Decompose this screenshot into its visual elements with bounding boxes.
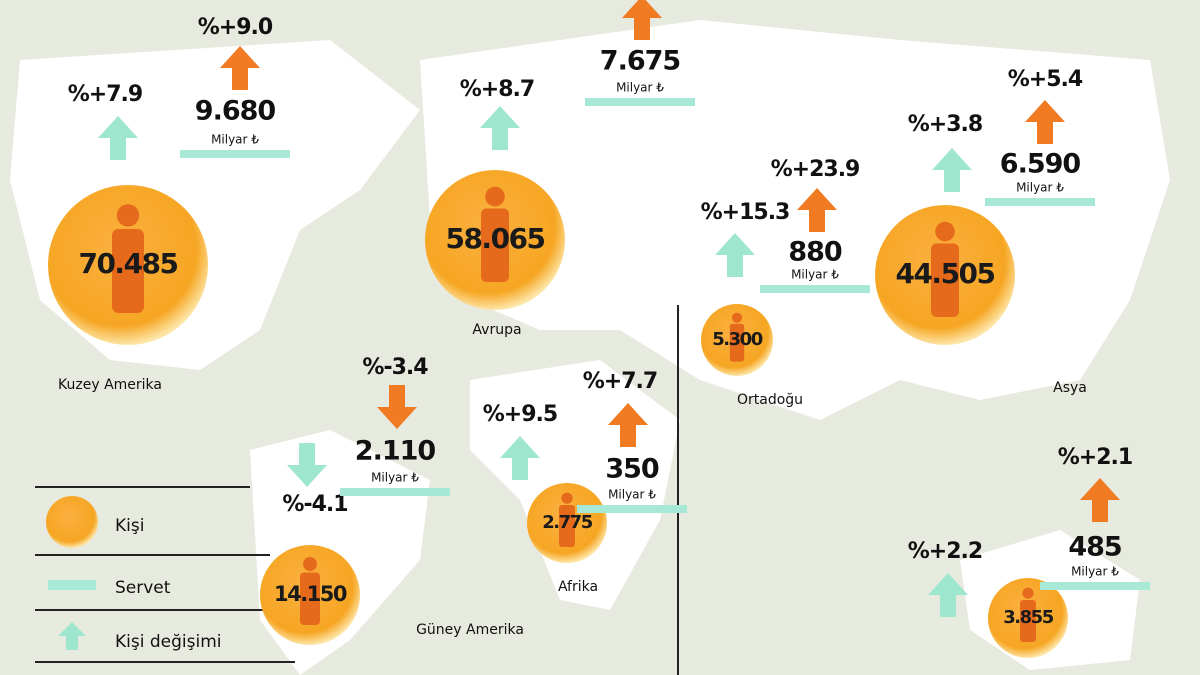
wealth-unit: Milyar ₺ (211, 133, 259, 147)
legend-label: Kişi (115, 516, 144, 536)
region-people: 5.300 (712, 329, 762, 350)
people-change: %-4.1 (282, 492, 347, 517)
region-name: Asya (1053, 380, 1087, 396)
wealth: 7.675 (600, 46, 680, 77)
wealth-change: %-3.4 (362, 355, 428, 380)
wealth: 2.110 (355, 436, 436, 467)
wealth-notes (1040, 582, 1150, 590)
wealth-unit: Milyar ₺ (616, 81, 664, 95)
region-name: Güney Amerika (416, 622, 524, 638)
person-head (303, 557, 317, 571)
people-change: %+9.5 (483, 402, 557, 427)
region-name: Afrika (558, 579, 598, 595)
trend-arrow (1025, 100, 1065, 144)
trend-arrow (715, 233, 755, 277)
people-change: %+2.2 (908, 539, 982, 564)
people-change: %+7.9 (68, 82, 142, 107)
region-name: Avrupa (472, 322, 521, 338)
trend-arrow (220, 46, 260, 90)
person-head (1022, 587, 1034, 599)
region-people: 3.855 (1003, 607, 1053, 628)
wealth-notes (585, 98, 695, 106)
people-change: %+3.8 (908, 112, 982, 137)
trend-arrow (287, 443, 327, 487)
person-head (731, 312, 743, 323)
person-body (729, 323, 745, 362)
trend-arrow (928, 573, 968, 617)
person-body (1020, 600, 1036, 642)
wealth-change: %+7.7 (583, 369, 657, 394)
wealth: 880 (788, 237, 842, 268)
wealth-notes (180, 150, 290, 158)
wealth-unit: Milyar ₺ (371, 471, 419, 485)
person-body (559, 505, 575, 547)
legend-label: Kişi değişimi (115, 632, 221, 652)
wealth-change: %+5.4 (1008, 67, 1083, 92)
person-body (300, 572, 320, 625)
person-body (481, 208, 509, 282)
region-people: 2.775 (542, 512, 592, 533)
wealth: 485 (1068, 532, 1121, 563)
wealth-unit: Milyar ₺ (791, 268, 839, 282)
wealth-change: %+23.9 (771, 157, 860, 182)
person-head (116, 204, 140, 227)
wealth: 6.590 (1000, 149, 1081, 180)
wealth-notes (760, 285, 870, 293)
wealth-unit: Milyar ₺ (608, 488, 656, 502)
trend-arrow (932, 148, 972, 192)
legend-lines (35, 486, 295, 663)
person-body (931, 243, 959, 317)
person-body (112, 229, 144, 313)
wealth: 350 (605, 454, 659, 485)
trend-arrow (1080, 478, 1120, 522)
wealth-unit: Milyar ₺ (1016, 181, 1064, 195)
wealth-change: %+9.0 (198, 15, 273, 40)
trend-arrow (797, 188, 837, 232)
wealth: 9.680 (195, 96, 276, 127)
region-people: 58.065 (445, 222, 544, 255)
legend-label: Servet (115, 578, 171, 598)
continents (10, 20, 1170, 675)
people-change: %+15.3 (701, 200, 790, 225)
trend-arrow (622, 0, 662, 40)
region-people: 70.485 (78, 247, 177, 280)
person-head (485, 186, 505, 207)
region-name: Ortadoğu (737, 392, 803, 408)
legend-change-icon (58, 622, 86, 650)
person-head (935, 221, 955, 242)
trend-arrow (500, 436, 540, 480)
region-people: 14.150 (274, 582, 347, 606)
legend-person-icon (46, 496, 98, 548)
person-head (561, 492, 573, 504)
wealth-unit: Milyar ₺ (1071, 565, 1119, 579)
trend-arrow (480, 106, 520, 150)
wealth-notes (340, 488, 450, 496)
wealth-notes (985, 198, 1095, 206)
region-name: Kuzey Amerika (58, 377, 162, 393)
wealth-notes (577, 505, 687, 513)
trend-arrow (98, 116, 138, 160)
wealth-change: %+2.1 (1058, 445, 1132, 470)
trend-arrow (608, 403, 648, 447)
legend-wealth-icon (48, 580, 96, 590)
region-people: 44.505 (895, 257, 994, 290)
trend-arrow (377, 385, 417, 429)
people-change: %+8.7 (460, 77, 534, 102)
